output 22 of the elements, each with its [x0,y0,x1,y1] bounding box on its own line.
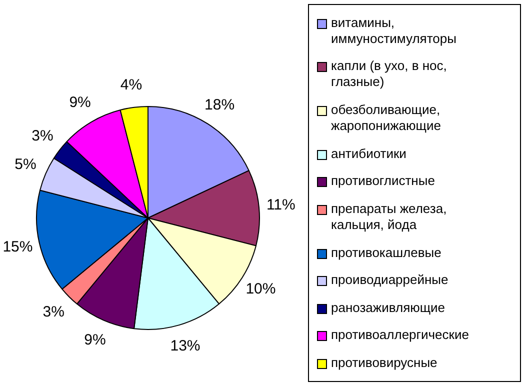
data-label: 5% [14,156,36,174]
legend-label: проиводиаррейные [331,272,448,288]
legend-label: антибиотики [331,146,406,162]
legend-label: ранозаживляющие [331,300,446,316]
legend-label: противовирусные [331,355,438,372]
data-label: 3% [32,127,54,144]
data-label: 9% [84,332,106,349]
legend-label: витамины, иммуностимуляторы [331,14,458,47]
legend-label: противокашлевые [331,244,442,261]
legend-label: капли (в ухо, в нос, глазные) [331,58,448,90]
data-label: 15% [2,238,33,256]
legend-label: обезболивающие, жаропонижающие [331,102,442,134]
data-label: 9% [69,94,91,112]
legend-label: противоглистные [331,173,435,190]
data-label: 10% [246,280,276,298]
data-label: 3% [42,304,64,321]
data-label: 4% [120,76,142,94]
data-label: 13% [170,337,200,354]
data-label: 18% [204,96,235,114]
data-label: 11% [266,196,296,214]
legend-label: препараты железа, кальция, йода [331,200,448,233]
legend-label: противоаллергические [331,327,469,344]
